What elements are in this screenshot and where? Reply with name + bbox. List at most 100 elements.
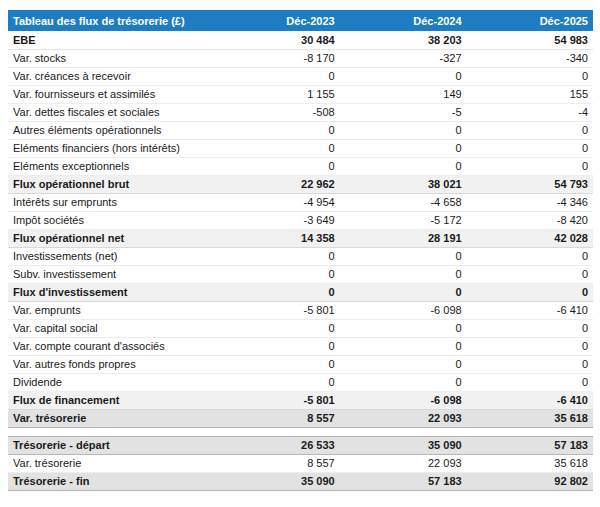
row-value: 0 — [340, 265, 467, 283]
row-value: -4 — [467, 103, 593, 121]
row-label: Impôt sociétés — [8, 211, 213, 229]
table-row: Investissements (net) 0 0 0 — [8, 247, 593, 265]
row-value: 0 — [467, 283, 593, 301]
row-value: 0 — [340, 121, 467, 139]
table-row: Var. trésorerie 8 557 22 093 35 618 — [8, 454, 593, 472]
row-value: 8 557 — [213, 454, 340, 472]
row-value — [340, 427, 467, 436]
row-value: 0 — [467, 247, 593, 265]
row-value: 0 — [340, 373, 467, 391]
row-value: 0 — [213, 373, 340, 391]
row-value: 35 618 — [467, 409, 593, 427]
row-value: 0 — [213, 265, 340, 283]
row-label: Intérêts sur emprunts — [8, 193, 213, 211]
table-row: EBE 30 484 38 203 54 983 — [8, 31, 593, 49]
row-value: 26 533 — [213, 436, 340, 454]
row-value: 1 155 — [213, 85, 340, 103]
row-label: Investissements (net) — [8, 247, 213, 265]
row-value: -4 658 — [340, 193, 467, 211]
row-label: Var. dettes fiscales et sociales — [8, 103, 213, 121]
table-row: Impôt sociétés -3 649 -5 172 -8 420 — [8, 211, 593, 229]
row-value: 0 — [467, 355, 593, 373]
row-value: 0 — [213, 283, 340, 301]
table-row: Trésorerie - fin 35 090 57 183 92 802 — [8, 472, 593, 490]
row-value: 0 — [467, 139, 593, 157]
cashflow-table: Tableau des flux de trésorerie (£) Déc-2… — [8, 10, 593, 491]
row-value: 22 093 — [340, 454, 467, 472]
row-label: Flux de financement — [8, 391, 213, 409]
table-row: Flux de financement -5 801 -6 098 -6 410 — [8, 391, 593, 409]
row-label: Trésorerie - fin — [8, 472, 213, 490]
row-label: Var. créances à recevoir — [8, 67, 213, 85]
table-row: Eléments financiers (hors intérêts) 0 0 … — [8, 139, 593, 157]
table-row — [8, 427, 593, 436]
row-label: Autres éléments opérationnels — [8, 121, 213, 139]
row-value: 0 — [213, 337, 340, 355]
row-label: Var. capital social — [8, 319, 213, 337]
row-value: 149 — [340, 85, 467, 103]
header-row: Tableau des flux de trésorerie (£) Déc-2… — [8, 10, 593, 31]
row-label: Flux opérationnel brut — [8, 175, 213, 193]
table-row: Var. fournisseurs et assimilés 1 155 149… — [8, 85, 593, 103]
row-value — [213, 427, 340, 436]
row-value: -340 — [467, 49, 593, 67]
row-value: -4 954 — [213, 193, 340, 211]
row-value: 0 — [340, 283, 467, 301]
row-label: Var. autres fonds propres — [8, 355, 213, 373]
row-value: 57 183 — [467, 436, 593, 454]
table-row: Var. trésorerie 8 557 22 093 35 618 — [8, 409, 593, 427]
row-label: Subv. investissement — [8, 265, 213, 283]
row-value: 42 028 — [467, 229, 593, 247]
row-value — [467, 427, 593, 436]
row-label — [8, 427, 213, 436]
row-label: Var. emprunts — [8, 301, 213, 319]
row-value: 0 — [467, 373, 593, 391]
row-value: -5 172 — [340, 211, 467, 229]
row-label: EBE — [8, 31, 213, 49]
row-label: Dividende — [8, 373, 213, 391]
row-value: -5 — [340, 103, 467, 121]
row-value: -508 — [213, 103, 340, 121]
row-value: 0 — [213, 157, 340, 175]
row-value: 38 021 — [340, 175, 467, 193]
row-value: -5 801 — [213, 301, 340, 319]
row-label: Var. fournisseurs et assimilés — [8, 85, 213, 103]
table-row: Dividende 0 0 0 — [8, 373, 593, 391]
row-value: 35 618 — [467, 454, 593, 472]
row-value: 0 — [467, 319, 593, 337]
row-value: 155 — [467, 85, 593, 103]
row-value: 0 — [213, 319, 340, 337]
row-value: 57 183 — [340, 472, 467, 490]
row-value: 0 — [340, 337, 467, 355]
row-value: 0 — [467, 157, 593, 175]
table-row: Var. autres fonds propres 0 0 0 — [8, 355, 593, 373]
row-value: -6 098 — [340, 391, 467, 409]
column-header-dec-2025: Déc-2025 — [467, 10, 593, 31]
table-row: Var. emprunts -5 801 -6 098 -6 410 — [8, 301, 593, 319]
table-body: EBE 30 484 38 203 54 983 Var. stocks -8 … — [8, 31, 593, 490]
row-value: 0 — [467, 121, 593, 139]
row-value: -4 346 — [467, 193, 593, 211]
cashflow-table-container: Tableau des flux de trésorerie (£) Déc-2… — [8, 10, 593, 491]
table-row: Trésorerie - départ 26 533 35 090 57 183 — [8, 436, 593, 454]
row-label: Flux opérationnel net — [8, 229, 213, 247]
row-label: Var. compte courant d'associés — [8, 337, 213, 355]
column-header-dec-2023: Déc-2023 — [213, 10, 340, 31]
row-value: 14 358 — [213, 229, 340, 247]
table-row: Var. compte courant d'associés 0 0 0 — [8, 337, 593, 355]
row-value: -6 410 — [467, 301, 593, 319]
table-row: Intérêts sur emprunts -4 954 -4 658 -4 3… — [8, 193, 593, 211]
row-value: 0 — [340, 67, 467, 85]
row-label: Var. trésorerie — [8, 454, 213, 472]
row-value: -6 410 — [467, 391, 593, 409]
table-row: Flux d'investissement 0 0 0 — [8, 283, 593, 301]
row-label: Var. stocks — [8, 49, 213, 67]
row-value: 0 — [213, 247, 340, 265]
row-value: 8 557 — [213, 409, 340, 427]
table-row: Autres éléments opérationnels 0 0 0 — [8, 121, 593, 139]
row-value: 54 983 — [467, 31, 593, 49]
row-value: 0 — [340, 319, 467, 337]
row-value: 28 191 — [340, 229, 467, 247]
row-value: 0 — [467, 67, 593, 85]
table-row: Subv. investissement 0 0 0 — [8, 265, 593, 283]
